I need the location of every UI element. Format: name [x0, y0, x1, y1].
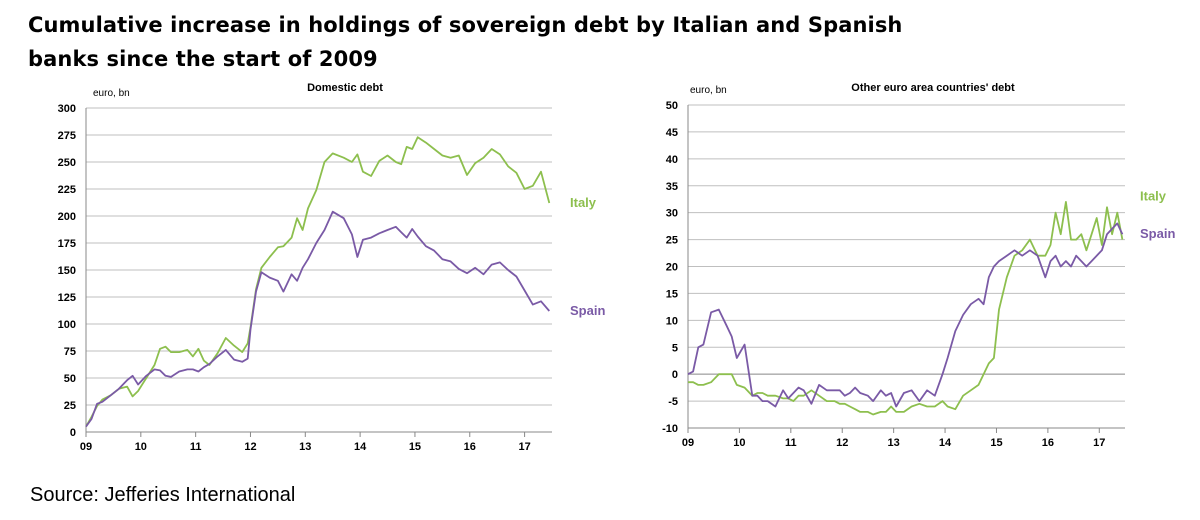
chart1-series-italy-line	[85, 136, 551, 428]
chart1-x-tick-label: 17	[518, 441, 530, 453]
chart2-x-tick-label: 12	[836, 437, 848, 449]
chart1-y-tick-label: 300	[58, 103, 76, 115]
chart2-y-tick-label: 35	[666, 181, 678, 193]
source-note: Source: Jefferies International	[30, 484, 296, 506]
chart2-y-tick-label: 25	[666, 235, 678, 247]
chart1-y-tick-label: 25	[64, 400, 76, 412]
chart2-y-tick-label: 20	[666, 262, 678, 274]
chart2-x-tick-label: 13	[888, 437, 900, 449]
chart1-y-tick-label: 75	[64, 346, 76, 358]
chart1-x-tick-label: 12	[244, 441, 256, 453]
chart1-x-tick-label: 14	[354, 441, 367, 453]
chart2-y-tick-label: 5	[672, 342, 678, 354]
chart1-y-tick-label: 275	[58, 130, 76, 142]
chart1-y-tick-label: 225	[58, 184, 76, 196]
chart2-y-tick-label: -5	[668, 396, 678, 408]
chart1-legend-spain: Spain	[570, 303, 605, 318]
page-title: Cumulative increase in holdings of sover…	[28, 13, 903, 71]
chart1-legend-italy: Italy	[570, 195, 597, 210]
chart1-series-spain-line	[85, 210, 550, 428]
chart1-x-tick-label: 13	[299, 441, 311, 453]
chart2-y-tick-label: 50	[666, 100, 678, 112]
chart1-y-axis-label: euro, bn	[93, 88, 130, 99]
chart1-y-tick-label: 150	[58, 265, 76, 277]
chart1-y-tick-label: 175	[58, 238, 76, 250]
chart1-y-tick-label: 50	[64, 373, 76, 385]
chart2-series-italy-line	[688, 200, 1124, 416]
chart2-x-tick-label: 09	[682, 437, 694, 449]
chart1-x-tick-label: 11	[190, 441, 202, 453]
chart2-y-axis-label: euro, bn	[690, 85, 727, 96]
chart2-series-spain-line	[687, 222, 1124, 408]
chart2-legend-spain: Spain	[1140, 226, 1175, 241]
chart1-y-tick-label: 200	[58, 211, 76, 223]
chart2-y-tick-label: 30	[666, 208, 678, 220]
chart2-legend-italy: Italy	[1140, 189, 1167, 204]
chart2-x-tick-label: 14	[939, 437, 952, 449]
chart1-y-tick-label: 100	[58, 319, 76, 331]
chart2-x-tick-label: 10	[733, 437, 745, 449]
chart2-title: Other euro area countries' debt	[851, 82, 1015, 94]
chart2-y-tick-label: 10	[666, 315, 678, 327]
chart1-x-tick-label: 10	[135, 441, 147, 453]
chart2-y-tick-label: 0	[672, 369, 678, 381]
chart1-y-tick-label: 250	[58, 157, 76, 169]
chart1-y-tick-label: 0	[70, 427, 76, 439]
chart2-x-tick-label: 16	[1042, 437, 1054, 449]
chart2-y-tick-label: 15	[666, 288, 678, 300]
chart2-y-tick-label: 45	[666, 127, 678, 139]
chart2-y-tick-label: 40	[666, 154, 678, 166]
chart2-y-tick-label: -10	[662, 423, 678, 435]
chart1-x-tick-label: 09	[80, 441, 92, 453]
chart1-title: Domestic debt	[307, 82, 383, 94]
chart1-x-tick-label: 16	[464, 441, 476, 453]
chart2-x-tick-label: 17	[1093, 437, 1105, 449]
chart2-x-tick-label: 11	[785, 437, 797, 449]
chart1-y-tick-label: 125	[58, 292, 76, 304]
chart1-x-tick-label: 15	[409, 441, 421, 453]
chart2-x-tick-label: 15	[990, 437, 1002, 449]
